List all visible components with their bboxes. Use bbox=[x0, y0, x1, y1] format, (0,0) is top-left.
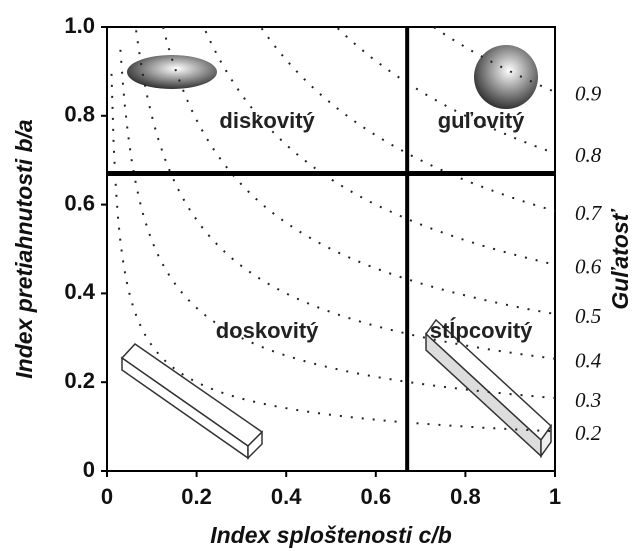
y-tick-label: 1.0 bbox=[64, 13, 95, 38]
y2-axis-title: Guľatosť bbox=[607, 208, 633, 309]
sphericity-label: 0.8 bbox=[575, 143, 602, 167]
region-label: doskovitý bbox=[216, 318, 319, 343]
chart: Index sploštenosti c/b Index pretiahnuto… bbox=[0, 0, 641, 551]
sphericity-label: 0.7 bbox=[575, 201, 603, 225]
sphericity-label: 0.2 bbox=[575, 421, 602, 445]
x-tick-label: 1 bbox=[549, 484, 561, 509]
sphericity-label: 0.9 bbox=[575, 82, 602, 106]
sphericity-label: 0.3 bbox=[575, 388, 601, 412]
y-tick-label: 0.8 bbox=[64, 102, 95, 127]
y-tick-label: 0.2 bbox=[64, 368, 95, 393]
sphericity-label: 0.6 bbox=[575, 254, 602, 278]
y-tick-label: 0.4 bbox=[64, 279, 95, 304]
x-tick-label: 0.6 bbox=[361, 484, 392, 509]
x-axis-title: Index sploštenosti c/b bbox=[210, 522, 452, 548]
x-tick-label: 0.8 bbox=[450, 484, 481, 509]
sphericity-label: 0.5 bbox=[575, 304, 601, 328]
sphere-icon bbox=[474, 45, 538, 109]
x-tick-label: 0.4 bbox=[271, 484, 302, 509]
region-label: diskovitý bbox=[219, 108, 315, 133]
y-axis-title: Index pretiahnutosti b/a bbox=[11, 119, 37, 379]
y-tick-label: 0 bbox=[83, 457, 95, 482]
shapes bbox=[122, 45, 551, 458]
x-tick-label: 0.2 bbox=[181, 484, 212, 509]
blade-icon bbox=[122, 344, 262, 458]
sphericity-label: 0.4 bbox=[575, 348, 602, 372]
region-label: guľovitý bbox=[438, 108, 525, 133]
region-label: stĺpcovitý bbox=[430, 317, 533, 343]
x-tick-label: 0 bbox=[101, 484, 113, 509]
y-tick-label: 0.6 bbox=[64, 190, 95, 215]
